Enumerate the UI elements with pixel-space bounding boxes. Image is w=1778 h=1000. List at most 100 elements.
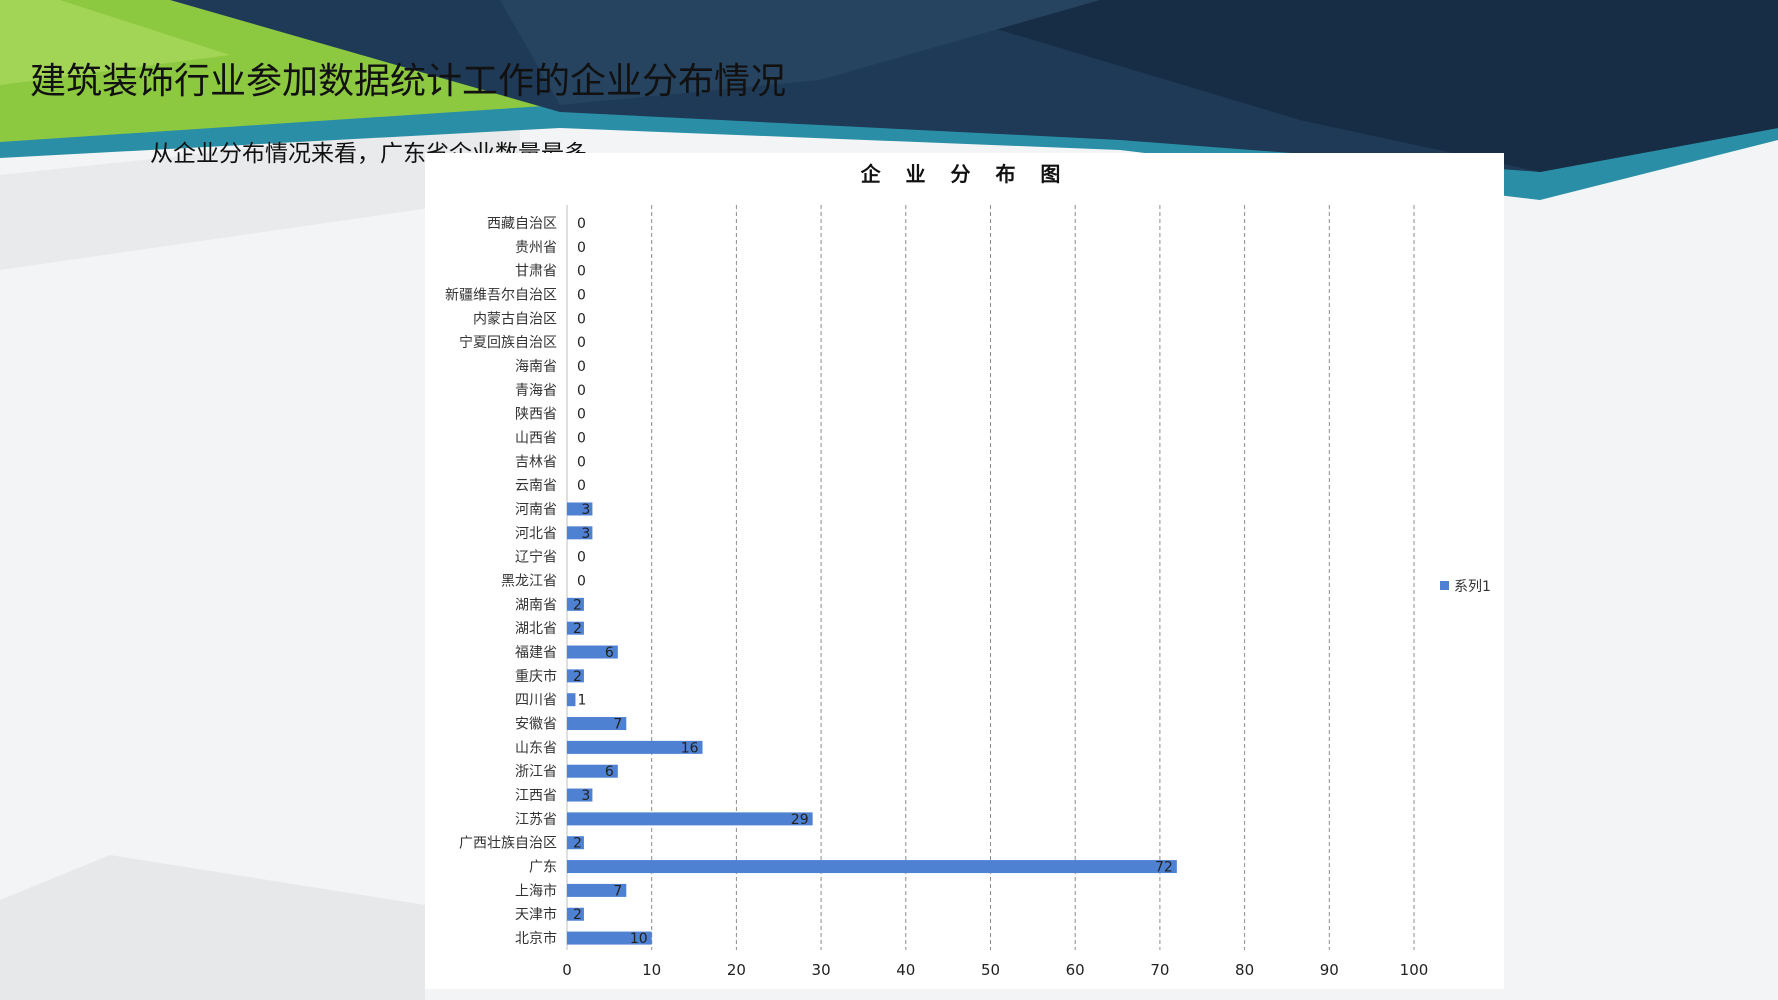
data-label: 6 [605,645,614,661]
category-label: 河北省 [515,526,557,542]
bar [567,645,618,659]
category-label: 贵州省 [515,240,557,256]
data-label: 0 [577,240,586,256]
bar [567,740,703,754]
bar [567,621,584,635]
data-label: 2 [573,836,582,852]
bar [567,717,627,731]
x-tick-label: 30 [812,961,831,979]
category-label: 湖北省 [515,621,557,637]
category-label: 天津市 [515,906,557,923]
bg-light-shape-bottom [0,855,425,1000]
x-tick-label: 100 [1400,961,1429,979]
category-label: 北京市 [515,930,557,947]
data-label: 2 [573,669,582,685]
category-label: 吉林省 [515,454,557,470]
data-label: 0 [577,264,586,280]
category-label: 新疆维吾尔自治区 [445,287,557,303]
bar [567,812,813,826]
data-label: 0 [577,311,586,327]
category-label: 广东 [529,860,557,876]
x-tick-label: 70 [1150,961,1169,979]
data-label: 7 [613,883,622,899]
x-tick-label: 40 [896,961,915,979]
legend-swatch [1440,581,1449,590]
x-tick-labels: 0 10 20 30 40 50 60 70 80 90 100 [562,961,1428,979]
category-label: 宁夏回族自治区 [459,334,557,351]
legend: 系列1 [1440,579,1491,595]
bar [567,907,584,921]
header-navy-shape [900,0,1778,172]
category-label: 广西壮族自治区 [459,836,557,852]
x-tick-label: 60 [1066,961,1085,979]
data-label: 0 [577,287,586,303]
legend-label: 系列1 [1454,579,1491,595]
category-label: 浙江省 [515,764,557,780]
bar [567,883,627,897]
data-label: 2 [573,621,582,637]
category-label: 山西省 [515,430,557,446]
data-label: 0 [577,335,586,351]
chart-panel: 企 业 分 布 图 西藏自治区贵州省甘肃省新疆维吾尔自治区内蒙古自治区宁夏回族自… [425,153,1504,989]
data-label: 7 [613,717,622,733]
category-label: 青海省 [515,383,557,399]
x-tick-label: 50 [981,961,1000,979]
data-label: 0 [577,216,586,232]
category-label: 重庆市 [515,668,557,685]
category-label: 四川省 [515,693,557,709]
data-label: 0 [577,478,586,494]
category-label: 陕西省 [515,407,557,423]
data-label: 0 [577,383,586,399]
data-label: 3 [581,526,590,542]
bar [567,502,593,516]
x-tick-label: 90 [1320,961,1339,979]
category-labels: 西藏自治区贵州省甘肃省新疆维吾尔自治区内蒙古自治区宁夏回族自治区海南省青海省陕西… [445,216,557,947]
bar-chart: 企 业 分 布 图 西藏自治区贵州省甘肃省新疆维吾尔自治区内蒙古自治区宁夏回族自… [445,162,1491,979]
data-label: 10 [630,931,648,947]
bar [567,669,584,683]
category-label: 甘肃省 [515,264,557,280]
category-label: 辽宁省 [515,549,557,566]
data-label: 6 [605,764,614,780]
category-label: 云南省 [515,478,557,494]
category-label: 内蒙古自治区 [473,311,557,327]
data-label: 0 [577,574,586,590]
data-label: 2 [573,907,582,923]
header-green-highlight [0,0,230,85]
data-label: 2 [573,597,582,613]
bar [567,931,652,945]
grid-layer [566,205,1415,950]
slide-title: 建筑装饰行业参加数据统计工作的企业分布情况 [30,61,787,102]
category-label: 安徽省 [515,717,557,733]
x-tick-label: 20 [727,961,746,979]
category-label: 河南省 [515,502,557,518]
header-mid-shape [500,0,1100,105]
data-label: 29 [791,812,809,828]
category-label: 江西省 [515,788,557,804]
bar [567,764,618,778]
bar [567,693,576,707]
data-label: 72 [1155,860,1173,876]
bg-light-shape-left [0,120,520,270]
data-label: 0 [577,359,586,375]
bar [567,860,1177,874]
data-label: 3 [581,502,590,518]
chart-title: 企 业 分 布 图 [860,162,1070,186]
category-label: 山东省 [515,740,557,756]
category-label: 湖南省 [515,597,557,613]
data-label: 1 [577,693,586,709]
data-label: 0 [577,550,586,566]
data-label: 0 [577,407,586,423]
x-tick-label: 0 [562,961,572,979]
data-label: 3 [581,788,590,804]
category-label: 西藏自治区 [487,216,557,232]
category-label: 江苏省 [515,812,557,828]
x-tick-label: 10 [642,961,661,979]
data-label: 16 [681,740,699,756]
category-label: 黑龙江省 [501,574,557,590]
category-label: 福建省 [515,645,557,661]
category-label: 上海市 [515,882,557,899]
data-label: 0 [577,454,586,470]
bar-layer [567,502,1177,945]
